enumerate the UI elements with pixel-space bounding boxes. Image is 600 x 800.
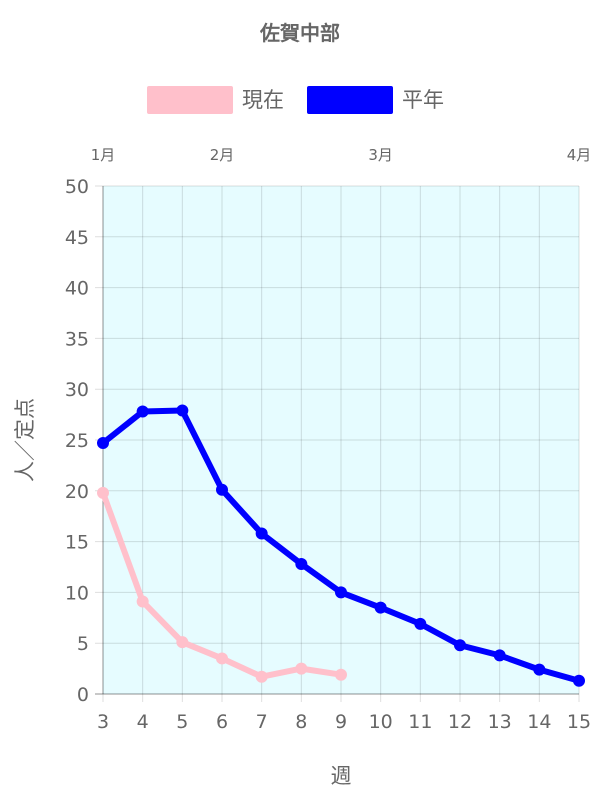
data-point [176,404,189,417]
data-point [216,652,228,665]
y-tick-label: 50 [65,176,89,198]
x-tick-label: 6 [216,711,228,733]
data-point [335,668,347,681]
data-point [176,636,189,649]
x-tick-label: 4 [137,711,149,733]
y-tick-label: 10 [65,582,89,604]
month-label: 3月 [368,146,393,164]
data-point [136,595,149,608]
x-tick-label: 13 [488,711,512,733]
y-tick-label: 30 [65,379,89,401]
y-tick-label: 45 [65,227,89,249]
y-tick-label: 0 [77,684,89,706]
month-label: 4月 [567,146,592,164]
plot-area [103,186,579,694]
legend-label: 現在 [242,88,284,112]
data-point [454,639,466,652]
series-points [97,404,585,687]
data-point [255,670,268,683]
data-point [216,483,228,496]
data-point [493,649,506,662]
x-tick-label: 10 [369,711,393,733]
legend-swatch [147,86,233,114]
x-tick-label: 14 [527,711,551,733]
chart-title: 佐賀中部 [259,21,340,45]
data-point [295,557,308,570]
y-tick-label: 15 [65,532,89,554]
x-axis-title: 週 [331,764,352,788]
data-point [335,586,347,599]
y-tick-label: 20 [65,481,89,503]
data-point [136,405,149,418]
month-label: 1月 [91,146,116,164]
data-point [295,662,308,675]
data-point [414,617,427,630]
month-axis: 1月 2月 3月 4月 [91,146,592,164]
data-point [573,674,585,687]
y-tick-label: 5 [77,633,89,655]
x-tick-label: 15 [567,711,591,733]
legend: 現在 平年 [147,86,444,114]
x-tick-label: 3 [97,711,109,733]
x-tick-label: 12 [448,711,472,733]
y-axis-title: 人／定点 [13,398,37,482]
y-tick-label: 25 [65,430,89,452]
month-label: 2月 [210,146,235,164]
data-point [97,486,109,499]
data-point [374,601,387,614]
x-tick-label: 8 [295,711,307,733]
x-tick-label: 11 [408,711,432,733]
legend-label: 平年 [402,88,444,112]
x-tick-label: 5 [176,711,188,733]
plot-background [103,186,579,694]
data-point [97,437,109,450]
x-tick-label: 7 [256,711,268,733]
y-tick-label: 35 [65,328,89,350]
x-tick-label: 9 [335,711,347,733]
grid-lines [95,185,580,702]
data-point [255,527,268,540]
legend-swatch [307,86,393,114]
data-point [533,663,546,676]
y-tick-label: 40 [65,278,89,300]
